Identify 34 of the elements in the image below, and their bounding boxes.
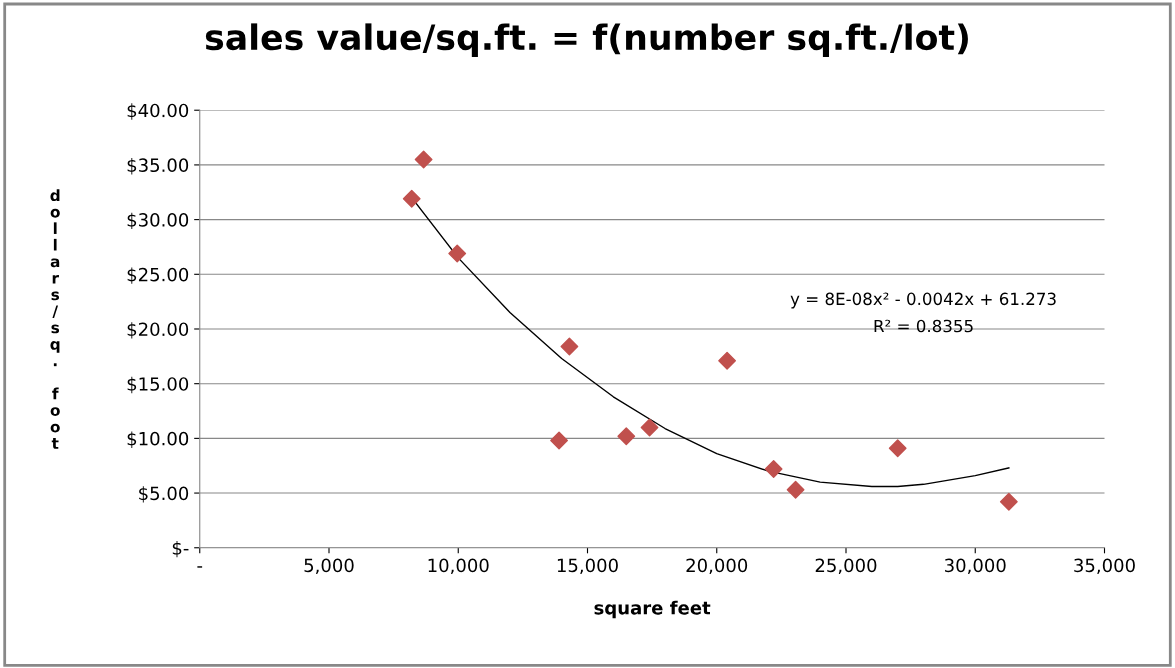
chart-title: sales value/sq.ft. = f(number sq.ft./lot) [205, 23, 968, 57]
point [786, 480, 805, 499]
point [448, 244, 467, 263]
point [560, 337, 579, 356]
annotation: R² = 0.8355 [874, 319, 973, 333]
point [414, 150, 433, 169]
y-tick-label: $5.00 [139, 486, 189, 503]
x-tick-label: 25,000 [815, 558, 877, 574]
point [999, 492, 1018, 511]
x-tick-label: 35,000 [1074, 558, 1135, 574]
y-tick-label: $40.00 [127, 103, 189, 120]
annotation: y = 8E-08x² - 0.0042x + 61.273 [790, 292, 1056, 309]
x-tick-label: 10,000 [428, 558, 489, 574]
x-tick-label: 20,000 [686, 558, 748, 574]
point [888, 439, 907, 458]
text: dollars/sq. foot [50, 189, 60, 449]
x-tick-label: - [197, 566, 203, 568]
y-tick-label: $- [172, 540, 189, 558]
point [764, 460, 783, 478]
y-tick-label: $30.00 [127, 212, 189, 230]
x-tick-label: 5,000 [304, 558, 354, 574]
y-tick-label: $10.00 [127, 431, 189, 448]
y-tick-label: $15.00 [127, 376, 189, 394]
y-tick-label: $35.00 [127, 158, 189, 175]
point [550, 431, 568, 450]
x-tick-label: 15,000 [557, 558, 618, 574]
point [718, 351, 737, 370]
x-tick-label: 30,000 [945, 558, 1006, 574]
point [402, 189, 421, 208]
x-axis-title: square feet [594, 600, 711, 619]
y-tick-label: $25.00 [127, 267, 189, 284]
point [640, 418, 659, 437]
y-tick-label: $20.00 [127, 322, 189, 339]
point [617, 427, 636, 446]
